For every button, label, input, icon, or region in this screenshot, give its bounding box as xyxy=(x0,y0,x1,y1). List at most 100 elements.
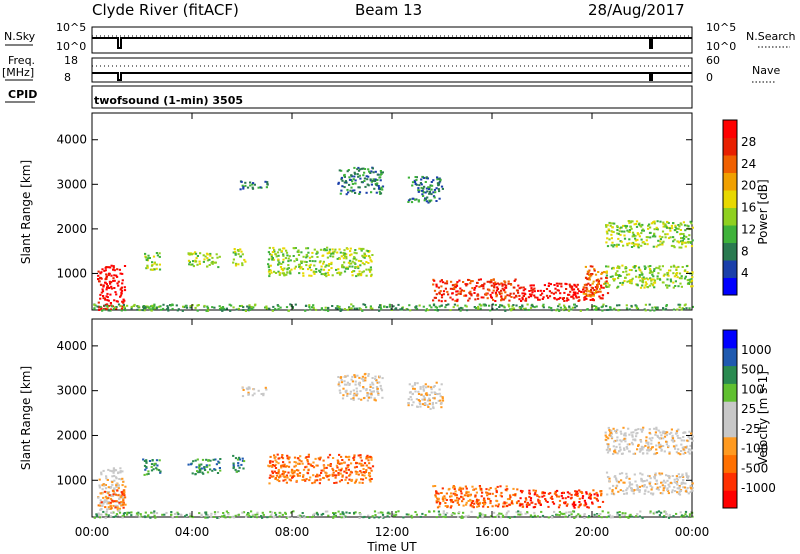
data-cell xyxy=(612,484,615,487)
data-cell xyxy=(556,489,559,492)
data-cell xyxy=(555,494,558,497)
data-cell xyxy=(328,250,331,253)
data-cell xyxy=(419,182,422,184)
data-cell xyxy=(412,401,415,404)
data-cell xyxy=(424,191,427,194)
data-cell xyxy=(237,464,240,467)
data-cell xyxy=(152,308,155,311)
data-cell xyxy=(493,286,496,289)
data-cell xyxy=(349,390,352,393)
data-cell xyxy=(359,264,362,267)
data-cell xyxy=(351,375,354,378)
data-cell xyxy=(482,287,485,290)
data-cell xyxy=(629,483,632,486)
data-cell xyxy=(568,305,571,308)
data-cell xyxy=(293,465,296,468)
data-cell xyxy=(648,303,651,306)
data-cell xyxy=(198,260,201,263)
data-cell xyxy=(567,293,570,296)
data-cell xyxy=(270,513,273,516)
data-cell xyxy=(597,515,601,517)
data-cell xyxy=(366,394,369,397)
cpid-label: CPID xyxy=(8,88,37,101)
data-cell xyxy=(631,435,634,438)
data-cell xyxy=(120,501,123,503)
data-cell xyxy=(630,246,634,248)
data-cell xyxy=(545,288,549,290)
data-cell xyxy=(341,397,345,400)
data-cell xyxy=(593,269,596,272)
data-cell xyxy=(687,238,690,240)
data-cell xyxy=(355,275,358,278)
data-cell xyxy=(460,289,463,292)
data-cell xyxy=(363,474,366,477)
data-cell xyxy=(368,255,371,258)
data-cell xyxy=(672,308,676,311)
data-cell xyxy=(269,461,272,464)
data-cell xyxy=(596,285,599,288)
data-cell xyxy=(572,510,575,513)
data-cell xyxy=(450,505,453,508)
data-cell xyxy=(591,282,594,285)
data-cell xyxy=(376,182,379,185)
data-cell xyxy=(613,449,616,452)
data-cell xyxy=(596,494,599,497)
data-cell xyxy=(452,501,455,504)
data-cell xyxy=(266,516,269,519)
data-cell xyxy=(337,306,340,308)
data-cell xyxy=(622,271,625,273)
data-cell xyxy=(500,299,503,302)
data-cell xyxy=(128,511,131,514)
data-cell xyxy=(436,309,440,311)
data-cell xyxy=(122,502,125,505)
data-cell xyxy=(679,303,682,306)
data-cell xyxy=(665,443,668,446)
data-cell xyxy=(668,432,671,435)
data-cell xyxy=(324,309,327,312)
data-cell xyxy=(474,494,477,497)
data-cell xyxy=(269,269,272,272)
data-cell xyxy=(395,513,398,516)
data-cell xyxy=(533,290,536,293)
data-cell xyxy=(436,178,439,181)
data-cell xyxy=(624,434,627,437)
data-cell xyxy=(320,469,323,472)
data-cell xyxy=(533,306,536,309)
data-cell xyxy=(658,235,661,238)
data-cell xyxy=(586,272,589,275)
data-cell xyxy=(487,492,491,495)
data-cell xyxy=(641,223,644,226)
data-cell xyxy=(196,304,199,307)
data-cell xyxy=(583,298,586,301)
data-cell xyxy=(649,277,652,280)
data-cell xyxy=(336,462,340,464)
data-cell xyxy=(217,517,220,519)
data-cell xyxy=(109,497,113,500)
data-cell xyxy=(107,274,110,277)
data-cell xyxy=(411,404,414,407)
data-cell xyxy=(468,297,471,300)
data-cell xyxy=(339,251,342,254)
data-cell xyxy=(624,440,627,443)
velocity-colorbar-label: Velocity [m s-1] xyxy=(756,371,770,465)
data-cell xyxy=(464,485,467,488)
data-cell xyxy=(401,307,404,310)
data-cell xyxy=(541,298,544,300)
data-cell xyxy=(433,188,436,191)
data-cell xyxy=(573,303,576,306)
data-cell xyxy=(201,458,205,461)
data-cell xyxy=(273,515,276,518)
data-cell xyxy=(408,304,411,307)
data-cell xyxy=(239,248,242,251)
data-cell xyxy=(498,512,501,515)
data-cell xyxy=(434,191,437,194)
data-cell xyxy=(631,434,634,437)
data-cell xyxy=(680,246,683,249)
data-cell xyxy=(452,492,455,495)
data-cell xyxy=(596,284,599,287)
data-cell xyxy=(638,275,641,278)
data-cell xyxy=(574,291,577,294)
data-cell xyxy=(356,374,359,377)
data-cell xyxy=(443,495,446,498)
data-cell xyxy=(338,273,342,276)
